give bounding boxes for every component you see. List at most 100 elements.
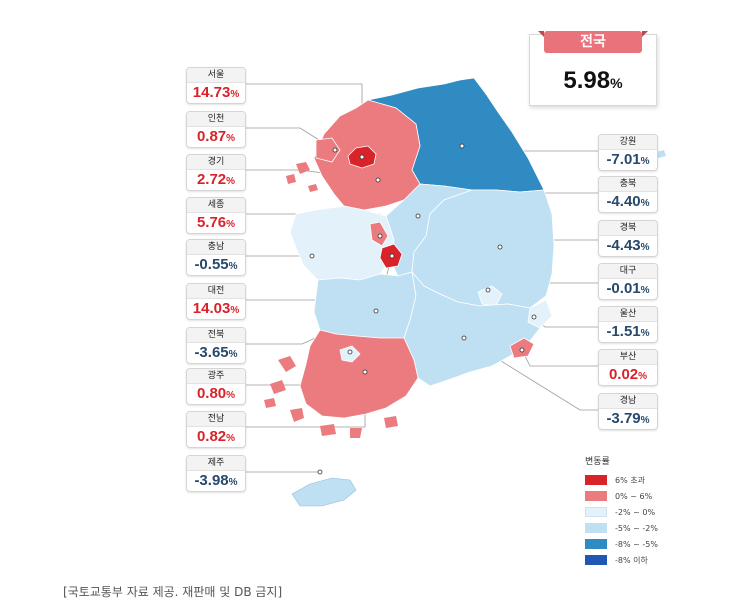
region-value: 0.82 bbox=[196, 428, 227, 445]
legend-swatch bbox=[585, 507, 607, 517]
label-gwangju: 광주 0.80% bbox=[186, 368, 246, 405]
region-jeonbuk bbox=[313, 271, 417, 339]
region-value-wrap: -0.55% bbox=[187, 255, 245, 275]
region-dots bbox=[309, 143, 537, 475]
region-value-wrap: 5.76% bbox=[187, 213, 245, 233]
region-unit: % bbox=[228, 261, 238, 272]
region-unit: % bbox=[640, 198, 650, 209]
legend-item: -8% 이하 bbox=[585, 552, 675, 568]
label-gyeongbuk: 경북 -4.43% bbox=[598, 220, 658, 257]
region-value-wrap: -7.01% bbox=[599, 150, 657, 170]
region-name: 전북 bbox=[187, 328, 245, 343]
legend-title: 변동률 bbox=[585, 457, 610, 467]
region-daegu bbox=[477, 285, 503, 307]
label-chungnam: 충남 -0.55% bbox=[186, 239, 246, 276]
region-unit: % bbox=[226, 390, 236, 401]
label-gangwon: 강원 -7.01% bbox=[598, 134, 658, 171]
region-unit: % bbox=[230, 89, 240, 100]
region-incheon bbox=[315, 137, 341, 163]
region-name: 강원 bbox=[599, 135, 657, 150]
region-value-wrap: 14.73% bbox=[187, 83, 245, 103]
label-jeonbuk: 전북 -3.65% bbox=[186, 327, 246, 364]
source-caption: [국토교통부 자료 제공. 재판매 및 DB 금지] bbox=[63, 585, 283, 599]
region-value-wrap: 14.03% bbox=[187, 299, 245, 319]
region-value: -4.43 bbox=[606, 237, 641, 254]
legend-item: 6% 초과 bbox=[585, 472, 675, 488]
label-chungbuk: 충북 -4.40% bbox=[598, 176, 658, 213]
region-value-wrap: -3.79% bbox=[599, 409, 657, 429]
region-value: -4.40 bbox=[606, 193, 641, 210]
legend-item: -8% ~ -5% bbox=[585, 536, 675, 552]
national-value-wrap: 5.98% bbox=[530, 67, 656, 95]
region-name: 부산 bbox=[599, 350, 657, 365]
region-unit: % bbox=[230, 305, 240, 316]
region-name: 전남 bbox=[187, 412, 245, 427]
region-value-wrap: -3.65% bbox=[187, 343, 245, 363]
label-gyeonggi: 경기 2.72% bbox=[186, 154, 246, 191]
national-card: 전국 5.98% bbox=[529, 31, 657, 106]
legend-label: -8% 이하 bbox=[615, 555, 648, 565]
region-value-wrap: 0.02% bbox=[599, 365, 657, 385]
region-unit: % bbox=[226, 176, 236, 187]
region-value-wrap: -3.98% bbox=[187, 471, 245, 491]
label-sejong: 세종 5.76% bbox=[186, 197, 246, 234]
region-name: 인천 bbox=[187, 112, 245, 127]
legend-swatch bbox=[585, 475, 607, 485]
region-unit: % bbox=[640, 415, 650, 426]
label-jeju: 제주 -3.98% bbox=[186, 455, 246, 492]
region-jeonnam bbox=[299, 329, 419, 419]
legend-label: -8% ~ -5% bbox=[615, 539, 658, 549]
legend-label: 6% 초과 bbox=[615, 475, 645, 485]
region-value: -3.65 bbox=[194, 344, 229, 361]
region-value: 0.80 bbox=[196, 385, 227, 402]
legend-swatch bbox=[585, 523, 607, 533]
region-unit: % bbox=[640, 242, 650, 253]
region-value: -3.79 bbox=[606, 410, 641, 427]
region-name: 서울 bbox=[187, 68, 245, 83]
region-name: 충남 bbox=[187, 240, 245, 255]
region-jeju bbox=[291, 477, 357, 507]
region-name: 광주 bbox=[187, 369, 245, 384]
region-unit: % bbox=[226, 433, 236, 444]
region-value: 5.76 bbox=[196, 214, 227, 231]
region-value: 14.03 bbox=[192, 300, 231, 317]
region-value: -3.98 bbox=[194, 472, 229, 489]
label-daejeon: 대전 14.03% bbox=[186, 283, 246, 320]
region-name: 경기 bbox=[187, 155, 245, 170]
region-unit: % bbox=[640, 156, 650, 167]
region-name: 충북 bbox=[599, 177, 657, 192]
region-name: 제주 bbox=[187, 456, 245, 471]
region-unit: % bbox=[640, 328, 650, 339]
region-name: 대전 bbox=[187, 284, 245, 299]
region-value-wrap: -4.43% bbox=[599, 236, 657, 256]
region-value: -1.51 bbox=[606, 323, 641, 340]
region-name: 세종 bbox=[187, 198, 245, 213]
region-unit: % bbox=[638, 371, 648, 382]
region-value: 14.73 bbox=[192, 84, 231, 101]
region-value: 0.02 bbox=[608, 366, 639, 383]
label-gyeongnam: 경남 -3.79% bbox=[598, 393, 658, 430]
region-value-wrap: 0.80% bbox=[187, 384, 245, 404]
label-jeonnam: 전남 0.82% bbox=[186, 411, 246, 448]
region-name: 경남 bbox=[599, 394, 657, 409]
region-value: 2.72 bbox=[196, 171, 227, 188]
region-value-wrap: 2.72% bbox=[187, 170, 245, 190]
region-unit: % bbox=[228, 349, 238, 360]
region-value: -0.55 bbox=[194, 256, 229, 273]
region-value-wrap: -1.51% bbox=[599, 322, 657, 342]
region-name: 대구 bbox=[599, 264, 657, 279]
national-title: 전국 bbox=[538, 31, 648, 53]
label-incheon: 인천 0.87% bbox=[186, 111, 246, 148]
region-value-wrap: -0.01% bbox=[599, 279, 657, 299]
region-unit: % bbox=[640, 285, 650, 296]
region-unit: % bbox=[228, 477, 238, 488]
label-daegu: 대구 -0.01% bbox=[598, 263, 658, 300]
region-value-wrap: -4.40% bbox=[599, 192, 657, 212]
region-name: 경북 bbox=[599, 221, 657, 236]
legend-item: 0% ~ 6% bbox=[585, 488, 675, 504]
map-legend: 변동률 6% 초과 0% ~ 6% -2% ~ 0% -5% ~ -2% -8%… bbox=[585, 454, 675, 568]
region-value-wrap: 0.87% bbox=[187, 127, 245, 147]
region-value: 0.87 bbox=[196, 128, 227, 145]
region-name: 울산 bbox=[599, 307, 657, 322]
